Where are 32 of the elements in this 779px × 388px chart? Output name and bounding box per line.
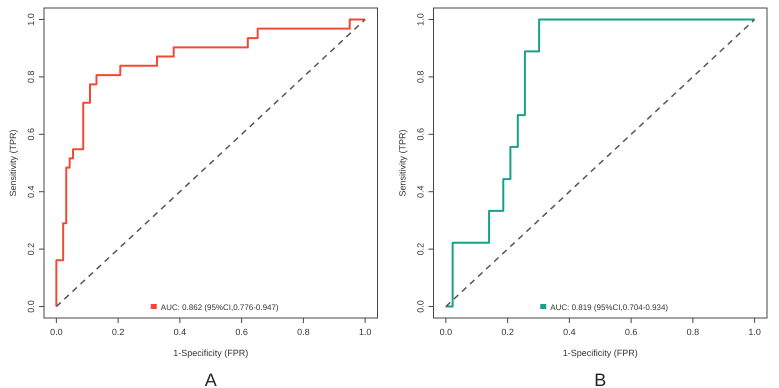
- y-tick-label: 0.8: [26, 70, 36, 84]
- y-tick-label: 1.0: [416, 13, 426, 26]
- y-tick-label: 0.2: [26, 242, 36, 256]
- y-tick-label: 0.6: [26, 128, 36, 141]
- y-axis-title: Sensitivity (TPR): [398, 129, 408, 197]
- x-tick-label: 0.4: [174, 327, 186, 337]
- x-tick-label: 0.8: [297, 327, 310, 337]
- x-tick-label: 0.2: [112, 327, 124, 337]
- x-axis-title: 1-Specificity (FPR): [173, 348, 248, 358]
- x-tick-label: 0.2: [501, 327, 514, 337]
- x-axis-title: 1-Specificity (FPR): [562, 348, 638, 358]
- y-tick-label: 0.0: [416, 300, 426, 313]
- y-tick-label: 0.2: [416, 242, 426, 256]
- x-tick-label: 1.0: [358, 327, 372, 337]
- y-tick-label: 0.4: [26, 185, 36, 198]
- x-tick-label: 0.0: [440, 327, 452, 337]
- legend-label: AUC: 0.819 (95%CI,0.704-0.934): [550, 303, 668, 312]
- y-axis-title: Sensitivity (TPR): [8, 129, 18, 197]
- x-tick-label: 1.0: [748, 327, 761, 337]
- legend-label: AUC: 0.862 (95%CI,0.776-0.947): [160, 303, 279, 312]
- y-tick-label: 0.8: [416, 70, 426, 84]
- x-tick-label: 0.6: [235, 327, 248, 337]
- y-tick-label: 0.6: [416, 128, 426, 141]
- y-tick-label: 1.0: [26, 13, 36, 26]
- x-tick-label: 0.6: [624, 327, 638, 337]
- text: B: [594, 370, 606, 388]
- x-tick-label: 0.0: [50, 327, 63, 337]
- y-tick-label: 0.0: [26, 300, 36, 313]
- y-tick-label: 0.4: [416, 185, 426, 198]
- text: A: [204, 370, 217, 388]
- x-tick-label: 0.4: [563, 327, 576, 337]
- x-tick-label: 0.8: [686, 327, 700, 337]
